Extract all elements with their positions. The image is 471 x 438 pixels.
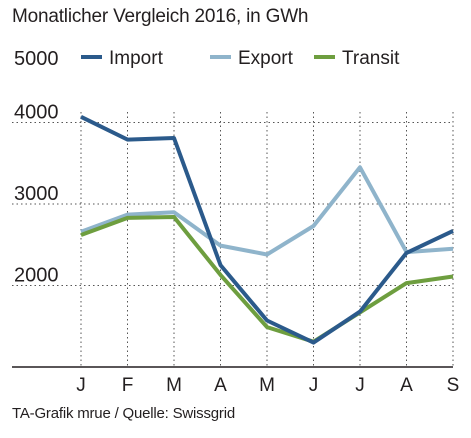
- x-tick-label: S: [447, 375, 460, 396]
- x-tick-label: M: [166, 375, 182, 396]
- legend: Import Export Transit: [81, 48, 400, 69]
- source-note: TA-Grafik mrue / Quelle: Swissgrid: [12, 405, 235, 422]
- x-tick-label: J: [76, 375, 86, 396]
- series-line-export: [80, 165, 454, 257]
- y-tick-label: 3000: [14, 183, 59, 205]
- legend-label-export: Export: [238, 48, 294, 69]
- y-tick-label: 2000: [14, 265, 59, 287]
- y-tick-label: 4000: [14, 102, 59, 124]
- x-tick-label: A: [214, 375, 227, 396]
- series-line-transit: [80, 215, 454, 344]
- legend-label-import: Import: [109, 48, 164, 69]
- series-lines: [80, 115, 454, 345]
- x-tick-label: M: [259, 375, 275, 396]
- x-tick-label: J: [355, 375, 365, 396]
- y-tick-label: 5000: [14, 48, 59, 70]
- legend-label-transit: Transit: [342, 48, 400, 69]
- x-tick-label: J: [309, 375, 319, 396]
- y-axis: 2000 3000 4000 5000: [14, 48, 59, 287]
- series-line-import: [80, 115, 454, 345]
- grid-lines: [12, 112, 454, 367]
- x-tick-label: F: [122, 375, 134, 396]
- x-tick-label: A: [400, 375, 413, 396]
- chart-title: Monatlicher Vergleich 2016, in GWh: [12, 6, 309, 27]
